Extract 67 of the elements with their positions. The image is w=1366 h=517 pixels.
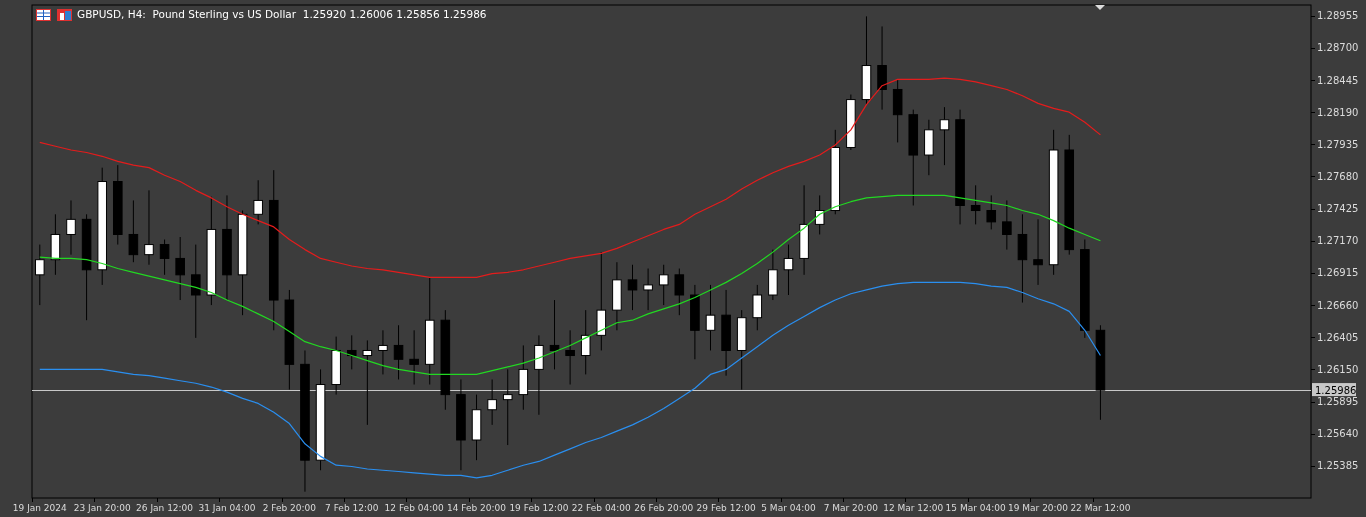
candlestick xyxy=(362,339,373,426)
chart-title: GBPUSD, H4: Pound Sterling vs US Dollar 1.25920 1.26006 1.25856 1.25986 xyxy=(77,8,487,20)
x-tick-label: 19 Mar 20:00 xyxy=(1008,503,1069,513)
line-series xyxy=(39,77,1102,278)
y-tick-label: 1.25895 xyxy=(1317,396,1359,408)
x-tick-label: 19 Jan 2024 xyxy=(12,503,68,513)
y-tick-label: 1.26915 xyxy=(1317,267,1359,279)
candlestick xyxy=(487,378,497,426)
x-tick-label: 2 Feb 20:00 xyxy=(262,503,317,513)
candlestick xyxy=(752,284,763,331)
candlestick xyxy=(627,264,638,311)
candlestick xyxy=(986,194,997,230)
x-tick-label: 31 Jan 04:00 xyxy=(198,503,256,513)
candlestick xyxy=(534,334,544,416)
candlestick xyxy=(705,284,716,351)
candlestick xyxy=(970,184,981,225)
x-tick-label: 22 Feb 04:00 xyxy=(571,503,632,513)
candlestick xyxy=(393,324,404,380)
y-tick-label: 1.26405 xyxy=(1317,331,1359,343)
candlestick xyxy=(1033,218,1043,286)
candlestick xyxy=(939,106,950,166)
candlestick xyxy=(783,244,794,296)
candlestick xyxy=(580,309,591,375)
y-tick-label: 1.28700 xyxy=(1317,42,1359,54)
y-tick-label: 1.27680 xyxy=(1317,170,1359,182)
candlestick xyxy=(877,25,887,111)
y-tick-label: 1.28190 xyxy=(1317,106,1359,118)
x-tick-label: 26 Jan 12:00 xyxy=(136,503,194,513)
line-series xyxy=(39,281,1102,479)
candlestick xyxy=(253,179,263,225)
x-tick-label: 19 Feb 12:00 xyxy=(509,503,569,513)
x-tick-label: 7 Feb 12:00 xyxy=(325,503,379,513)
y-tick-label: 1.27425 xyxy=(1317,203,1359,215)
candlestick xyxy=(1002,199,1012,251)
candlestick xyxy=(175,236,185,301)
y-tick-label: 1.26660 xyxy=(1317,299,1359,311)
y-tick-label: 1.28445 xyxy=(1317,74,1359,86)
candlestick xyxy=(190,244,201,339)
x-tick-label: 23 Jan 20:00 xyxy=(73,503,131,513)
y-tick-label: 1.25640 xyxy=(1317,428,1359,440)
x-tick-label: 15 Mar 04:00 xyxy=(945,503,1006,513)
y-tick-label: 1.25385 xyxy=(1317,460,1359,472)
x-tick-label: 14 Feb 20:00 xyxy=(447,503,507,513)
y-tick-label: 1.27170 xyxy=(1317,235,1359,247)
x-tick-label: 12 Feb 04:00 xyxy=(384,503,444,513)
candlestick xyxy=(35,244,45,306)
x-tick-label: 7 Mar 20:00 xyxy=(823,503,879,513)
candlestick xyxy=(643,268,653,311)
candlestick xyxy=(66,199,76,256)
candlestick xyxy=(502,368,513,446)
candlestick xyxy=(159,239,170,276)
x-tick-label: 5 Mar 04:00 xyxy=(761,503,816,513)
y-tick-label: 1.27935 xyxy=(1317,138,1359,150)
ref-line-label: 1.25986 xyxy=(1315,384,1357,396)
candlestick xyxy=(128,199,139,263)
y-tick-label: 1.28955 xyxy=(1317,10,1359,22)
candlestick xyxy=(565,329,575,386)
x-tick-label: 26 Feb 20:00 xyxy=(634,503,694,513)
candlestick xyxy=(144,189,154,266)
candlestick xyxy=(674,268,685,316)
candlestick xyxy=(378,329,388,375)
x-tick-label: 22 Mar 12:00 xyxy=(1070,503,1131,513)
x-tick-label: 12 Mar 12:00 xyxy=(883,503,944,513)
x-tick-label: 29 Feb 12:00 xyxy=(696,503,756,513)
y-tick-label: 1.26150 xyxy=(1317,363,1359,375)
candlestick xyxy=(409,329,419,386)
candlestick xyxy=(658,264,669,306)
